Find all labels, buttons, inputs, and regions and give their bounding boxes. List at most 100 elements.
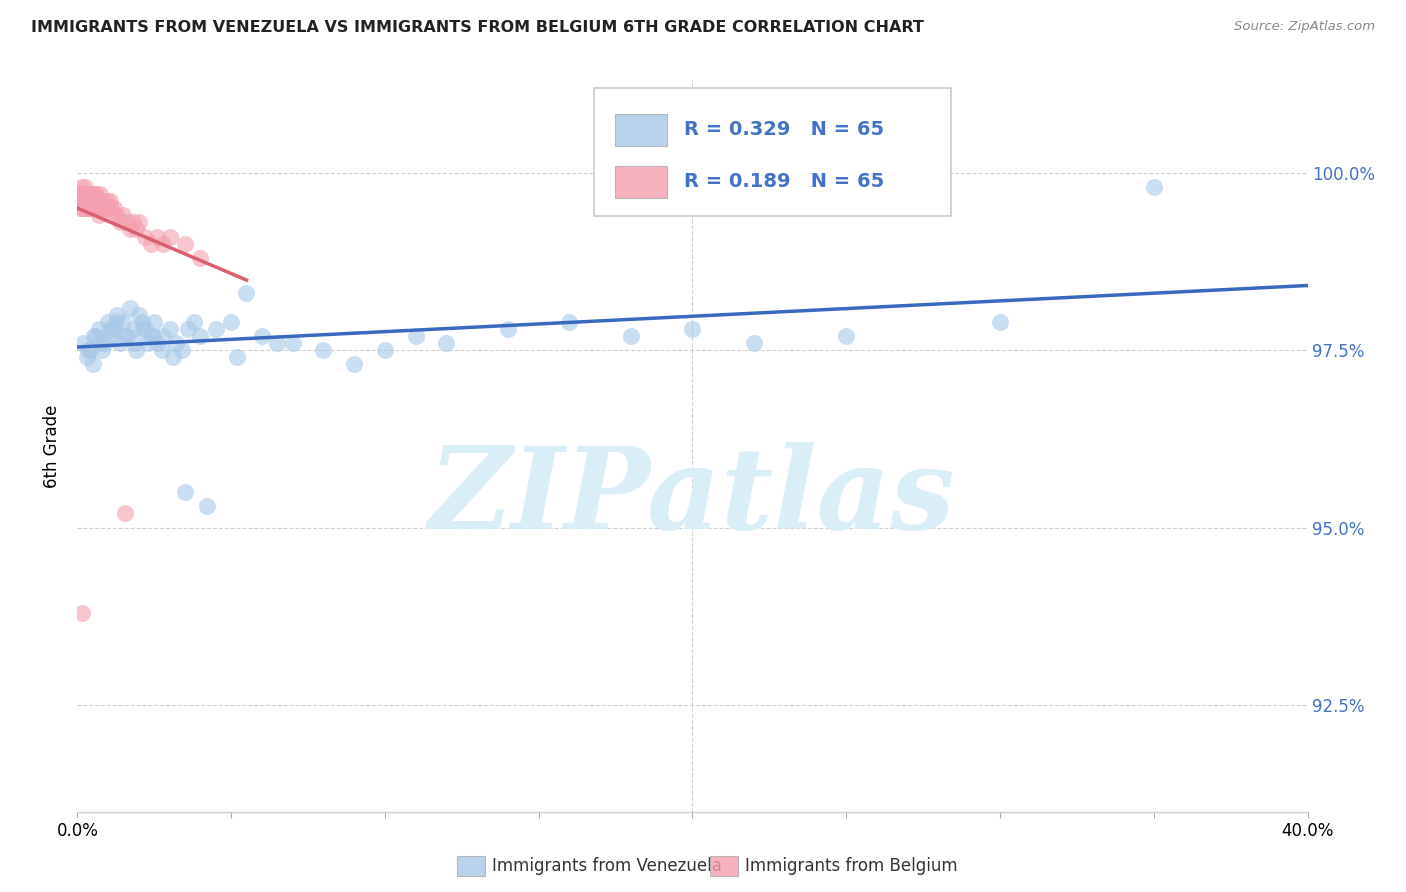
Point bbox=[226, 350, 249, 364]
Point bbox=[128, 308, 150, 322]
Point bbox=[558, 315, 581, 329]
Point bbox=[134, 229, 156, 244]
Point bbox=[94, 201, 117, 215]
Point bbox=[77, 194, 100, 208]
Point bbox=[115, 329, 138, 343]
Point bbox=[76, 201, 98, 215]
Point bbox=[87, 201, 110, 215]
Point bbox=[84, 186, 107, 201]
Point bbox=[141, 236, 163, 251]
Point bbox=[94, 336, 117, 351]
Point bbox=[110, 336, 132, 351]
Point bbox=[374, 343, 396, 358]
Point bbox=[76, 194, 98, 208]
Point bbox=[83, 194, 105, 208]
Point bbox=[80, 186, 103, 201]
Point bbox=[82, 357, 104, 371]
Point bbox=[150, 343, 173, 358]
Point bbox=[121, 215, 143, 229]
Point bbox=[82, 201, 104, 215]
Point bbox=[742, 336, 765, 351]
Point bbox=[105, 308, 128, 322]
Point bbox=[67, 194, 90, 208]
Point bbox=[125, 343, 148, 358]
Point bbox=[72, 201, 94, 215]
Point bbox=[177, 322, 200, 336]
Point bbox=[132, 322, 155, 336]
Point bbox=[682, 322, 704, 336]
Point bbox=[118, 301, 141, 315]
Point bbox=[1143, 179, 1166, 194]
Point bbox=[183, 315, 205, 329]
Point bbox=[134, 322, 156, 336]
Point bbox=[86, 201, 108, 215]
Point bbox=[77, 343, 100, 358]
Text: IMMIGRANTS FROM VENEZUELA VS IMMIGRANTS FROM BELGIUM 6TH GRADE CORRELATION CHART: IMMIGRANTS FROM VENEZUELA VS IMMIGRANTS … bbox=[31, 20, 924, 35]
Point bbox=[152, 236, 174, 251]
Point bbox=[118, 222, 141, 236]
Point bbox=[190, 329, 212, 343]
Point bbox=[496, 322, 519, 336]
Point bbox=[121, 322, 143, 336]
Text: R = 0.189   N = 65: R = 0.189 N = 65 bbox=[683, 171, 884, 191]
Point bbox=[343, 357, 366, 371]
Text: R = 0.329   N = 65: R = 0.329 N = 65 bbox=[683, 120, 884, 138]
Point bbox=[103, 201, 125, 215]
Point bbox=[174, 485, 197, 500]
Point bbox=[250, 329, 273, 343]
Point bbox=[143, 315, 166, 329]
Text: Immigrants from Belgium: Immigrants from Belgium bbox=[745, 857, 957, 875]
Point bbox=[152, 329, 174, 343]
Point bbox=[70, 179, 93, 194]
Point bbox=[89, 336, 111, 351]
Point bbox=[75, 201, 97, 215]
Point bbox=[77, 201, 100, 215]
Point bbox=[103, 322, 125, 336]
Point bbox=[76, 350, 98, 364]
Point bbox=[73, 194, 96, 208]
Point bbox=[159, 229, 181, 244]
Point bbox=[136, 336, 159, 351]
Point bbox=[266, 336, 288, 351]
Point bbox=[128, 215, 150, 229]
Point bbox=[83, 329, 105, 343]
Text: ZIPatlas: ZIPatlas bbox=[429, 442, 956, 553]
Point bbox=[146, 229, 169, 244]
Bar bbox=[614, 114, 666, 146]
Point bbox=[84, 329, 107, 343]
Point bbox=[82, 194, 104, 208]
FancyBboxPatch shape bbox=[595, 87, 950, 216]
Point bbox=[79, 194, 101, 208]
Point bbox=[72, 186, 94, 201]
Point bbox=[312, 343, 335, 358]
Point bbox=[835, 329, 858, 343]
Point bbox=[146, 336, 169, 351]
Point bbox=[79, 343, 101, 358]
Point bbox=[436, 336, 458, 351]
Point bbox=[69, 186, 91, 201]
Bar bbox=[614, 166, 666, 198]
Point bbox=[69, 194, 91, 208]
Point bbox=[219, 315, 242, 329]
Point bbox=[988, 315, 1011, 329]
Text: Immigrants from Venezuela: Immigrants from Venezuela bbox=[492, 857, 721, 875]
Point bbox=[70, 606, 93, 620]
Point bbox=[114, 329, 136, 343]
Point bbox=[87, 322, 110, 336]
Point bbox=[73, 179, 96, 194]
Point bbox=[69, 201, 91, 215]
Point bbox=[162, 350, 184, 364]
Point bbox=[89, 186, 111, 201]
Point bbox=[112, 208, 135, 222]
Point bbox=[96, 194, 118, 208]
Point bbox=[98, 322, 121, 336]
Point bbox=[100, 201, 122, 215]
Point bbox=[73, 194, 96, 208]
Point bbox=[115, 215, 138, 229]
Point bbox=[100, 329, 122, 343]
Point bbox=[131, 315, 153, 329]
Point bbox=[405, 329, 427, 343]
Point bbox=[72, 201, 94, 215]
Point bbox=[190, 251, 212, 265]
Point bbox=[105, 208, 128, 222]
